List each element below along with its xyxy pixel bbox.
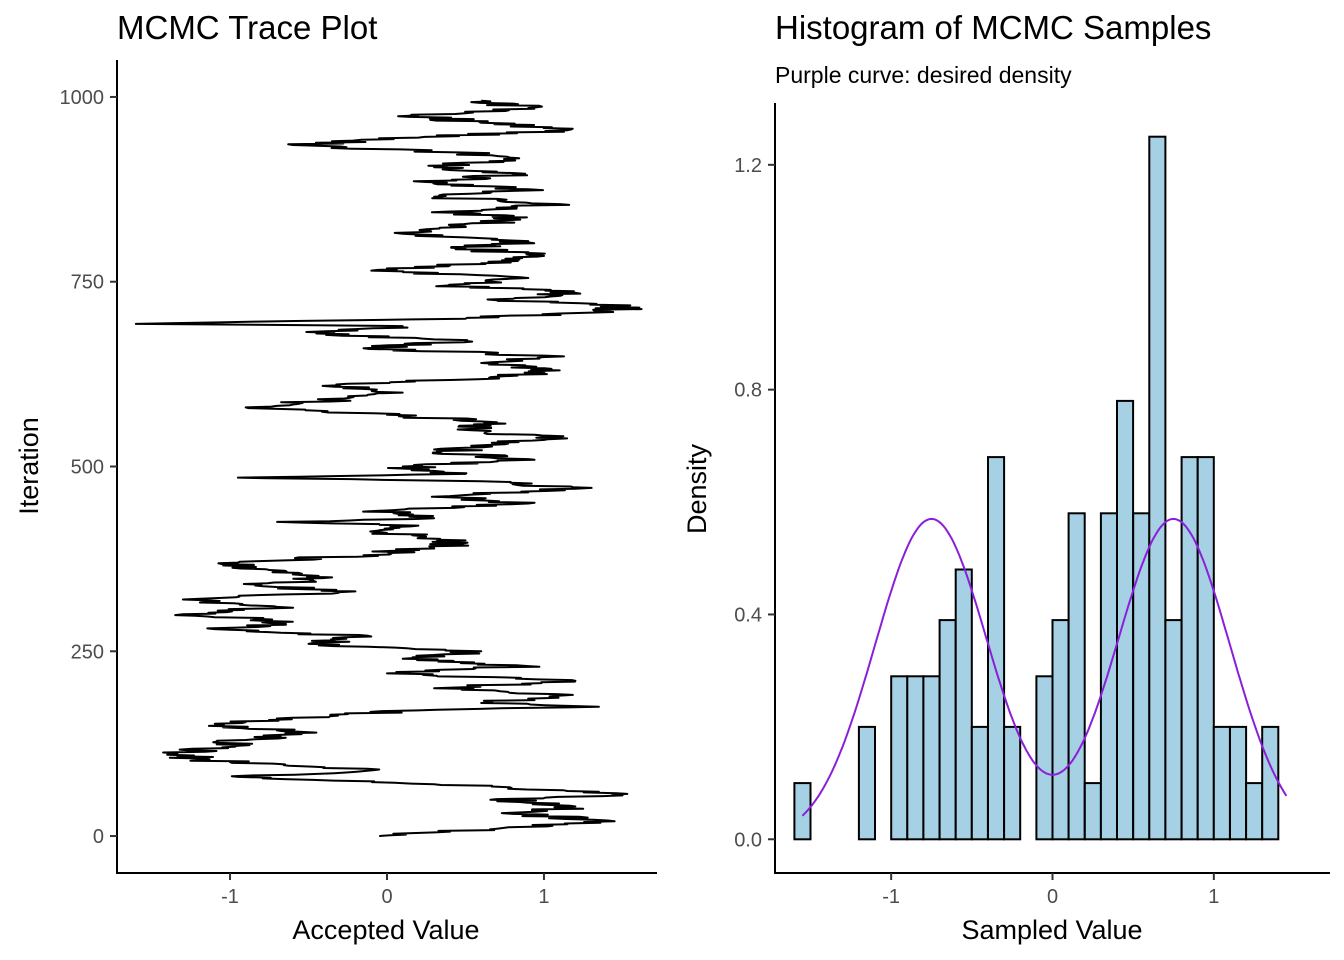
- histogram-bars: [793, 135, 1280, 841]
- histogram-y-tick-label: 1.2: [734, 155, 762, 177]
- histogram-panel: Histogram of MCMC Samples Purple curve: …: [682, 9, 1330, 945]
- histogram-x-ticks: -1 0 1: [882, 873, 1219, 908]
- trace-x-ticks: -1 0 1: [221, 873, 550, 908]
- trace-plot-area: [134, 99, 643, 837]
- histogram-bar: [938, 619, 957, 841]
- histogram-bar: [1003, 725, 1022, 841]
- trace-y-tick-label: 0: [93, 826, 104, 848]
- histogram-bar: [857, 725, 877, 841]
- desired-density-curve: [801, 517, 1288, 817]
- histogram-bar: [1245, 782, 1264, 841]
- trace-x-axis-title: Accepted Value: [292, 915, 479, 945]
- histogram-bar: [890, 675, 909, 841]
- histogram-bar: [922, 675, 941, 841]
- histogram-x-axis-title: Sampled Value: [961, 915, 1142, 945]
- histogram-bar: [1229, 725, 1248, 841]
- trace-y-ticks: 0 250 500 750 1000: [60, 87, 117, 848]
- trace-y-tick-label: 1000: [60, 87, 105, 109]
- histogram-y-tick-label: 0.0: [734, 829, 762, 851]
- trace-title: MCMC Trace Plot: [117, 9, 377, 46]
- histogram-bar: [1180, 456, 1199, 841]
- histogram-title: Histogram of MCMC Samples: [775, 9, 1211, 46]
- histogram-bar: [1261, 725, 1280, 841]
- histogram-bar: [1196, 456, 1215, 841]
- histogram-bar: [1051, 619, 1070, 841]
- histogram-x-tick-label: 0: [1047, 886, 1058, 908]
- trace-x-tick-label: 0: [381, 886, 392, 908]
- histogram-bar: [1132, 512, 1151, 841]
- trace-y-tick-label: 250: [71, 641, 104, 663]
- histogram-bar: [793, 782, 812, 841]
- histogram-bar: [1083, 782, 1102, 841]
- histogram-bar: [906, 675, 925, 841]
- histogram-y-ticks: 0.0 0.4 0.8 1.2: [734, 155, 775, 851]
- trace-y-tick-label: 750: [71, 272, 104, 294]
- histogram-bar: [1067, 512, 1086, 841]
- histogram-bar: [1148, 135, 1167, 841]
- histogram-bar: [1099, 512, 1119, 841]
- histogram-bar: [1212, 725, 1231, 841]
- histogram-y-tick-label: 0.8: [734, 380, 762, 402]
- trace-line: [134, 99, 643, 837]
- histogram-bar: [954, 568, 973, 841]
- trace-y-axis-title: Iteration: [14, 417, 44, 515]
- histogram-bar: [970, 725, 989, 841]
- histogram-bar: [1164, 619, 1183, 841]
- histogram-bar: [987, 456, 1006, 841]
- histogram-x-tick-label: -1: [882, 886, 900, 908]
- trace-x-tick-label: -1: [221, 886, 239, 908]
- trace-panel: MCMC Trace Plot -1 0 1 0 250 500 750 1000 Acce…: [14, 9, 657, 945]
- histogram-x-tick-label: 1: [1208, 886, 1219, 908]
- trace-y-tick-label: 500: [71, 457, 104, 479]
- histogram-y-axis-title: Density: [682, 443, 712, 534]
- trace-x-tick-label: 1: [538, 886, 549, 908]
- histogram-subtitle: Purple curve: desired density: [775, 62, 1072, 88]
- histogram-bar: [1035, 675, 1054, 841]
- histogram-y-tick-label: 0.4: [734, 604, 762, 626]
